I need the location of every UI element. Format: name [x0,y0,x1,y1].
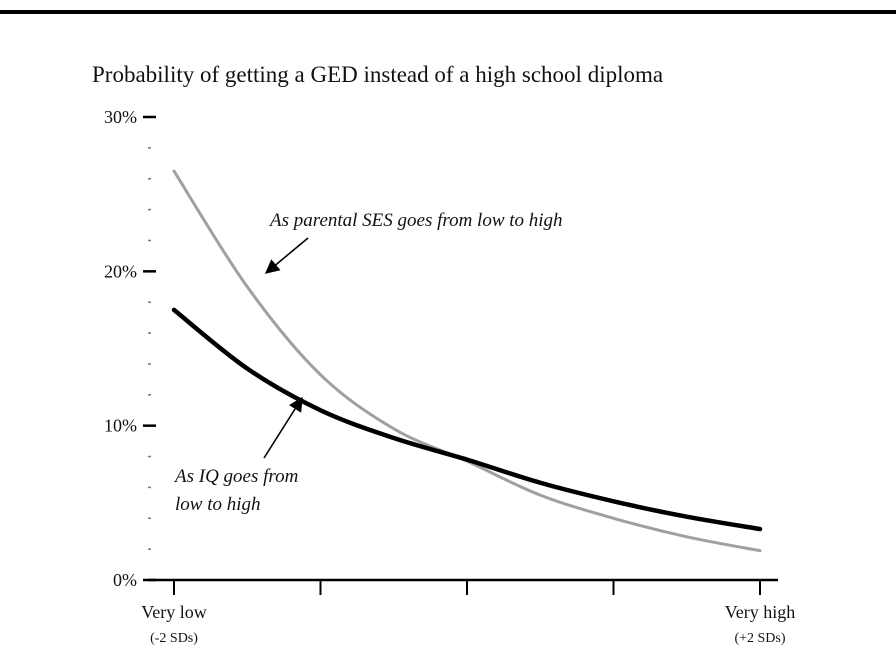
x-tick-sublabel: (+2 SDs) [734,631,785,646]
annotation-layer: As parental SES goes from low to high As … [173,210,563,515]
y-tick-label: 20% [104,261,137,281]
annotation-1: As IQ goes from low to high [173,466,298,515]
series-line-1 [171,307,763,532]
annotation-arrow-0 [264,237,309,274]
axes: 0% 10% 20% 30% Very low (-2 SDs) Very high (+2 … [104,107,795,646]
annotation-arrow-1 [263,396,303,459]
annotation-line: As IQ goes from [173,466,298,487]
x-tick-label: Very high [725,602,796,622]
annotation-line: As parental SES goes from low to high [268,210,563,231]
x-tick-sublabel: (-2 SDs) [150,631,198,646]
y-tick-label: 30% [104,107,137,127]
series-layer [171,169,763,553]
chart-title: Probability of getting a GED instead of … [92,62,663,87]
y-tick-label: 0% [113,570,137,590]
annotation-0: As parental SES goes from low to high [268,210,563,231]
y-tick-label: 10% [104,416,137,436]
x-tick-label: Very low [141,602,207,622]
annotation-line: low to high [175,494,261,515]
